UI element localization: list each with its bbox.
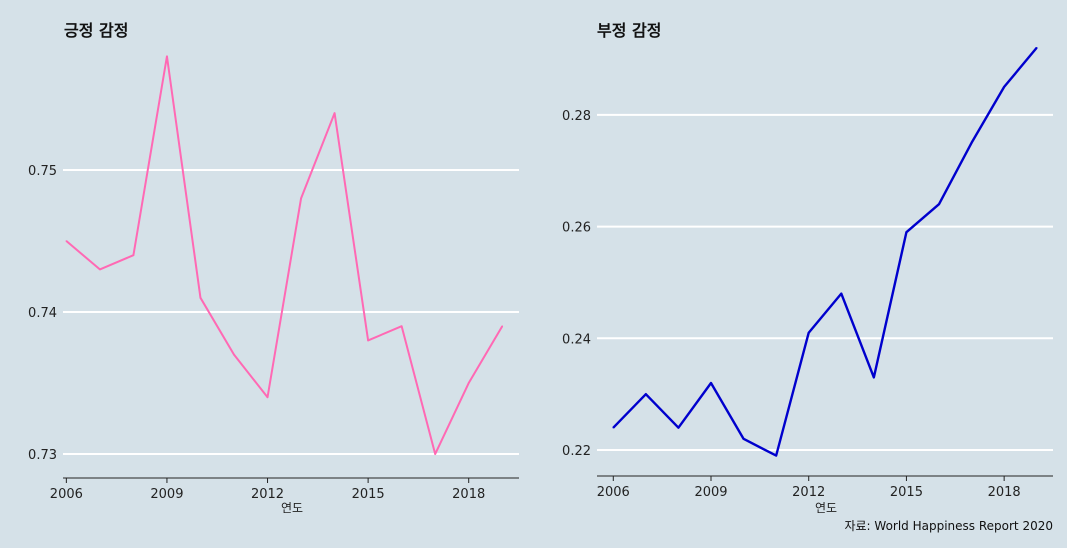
data-point: [467, 382, 470, 384]
data-point: [233, 353, 235, 356]
data-point: [166, 55, 168, 58]
data-point: [710, 382, 712, 384]
data-point: [300, 197, 302, 200]
x-tick-label: 2018: [988, 485, 1021, 500]
x-tick-label: 2006: [597, 485, 630, 500]
y-axis-ticks: 0.73 0.74 0.75: [28, 164, 57, 463]
data-point: [840, 292, 843, 295]
x-tick-label: 2012: [251, 487, 284, 502]
x-tick-label: 2009: [694, 485, 727, 500]
data-point: [1003, 86, 1005, 88]
y-tick-label: 0.24: [562, 332, 591, 347]
x-tick-label: 2012: [792, 485, 825, 500]
data-point: [938, 203, 940, 206]
negative-emotion-panel: 부정 감정 2006 2009 2012 2015 2018 0.220.240.260…: [562, 21, 1053, 515]
data-point: [775, 454, 777, 457]
source-caption: 자료: World Happiness Report 2020: [844, 519, 1053, 533]
positive-emotion-panel: 긍정 감정 2006 2009 2012 2015 2018 0.730.740.75 …: [28, 21, 519, 515]
data-point: [1035, 46, 1038, 49]
data-point: [65, 240, 68, 242]
x-tick-label: 2006: [50, 487, 83, 502]
y-gridlines: [597, 113, 1053, 452]
series-points: [612, 46, 1038, 457]
data-point: [677, 426, 680, 429]
y-tick-label: 0.26: [562, 221, 591, 236]
y-axis-ticks: 0.22 0.24 0.26 0.28: [562, 109, 591, 459]
y-tick-label: 0.74: [28, 306, 57, 321]
data-point: [367, 339, 369, 342]
data-point: [266, 396, 269, 399]
chart-title: 긍정 감정: [64, 21, 128, 40]
data-point: [970, 141, 973, 144]
data-point: [807, 331, 810, 334]
data-point: [645, 393, 647, 395]
x-tick-label: 2015: [352, 487, 385, 502]
x-axis-label: 연도: [281, 501, 303, 515]
data-point: [99, 268, 101, 271]
data-point: [333, 112, 336, 114]
series-points: [65, 55, 504, 455]
data-point: [742, 438, 745, 440]
x-tick-label: 2018: [452, 487, 485, 502]
y-tick-label: 0.75: [28, 164, 57, 179]
chart-title: 부정 감정: [597, 21, 661, 40]
data-point: [400, 325, 403, 328]
data-point: [434, 453, 436, 455]
series-line: [612, 47, 1038, 457]
y-gridlines: [63, 168, 519, 456]
y-tick-label: 0.73: [28, 448, 57, 463]
data-point: [199, 297, 202, 299]
data-point: [905, 231, 908, 233]
data-point: [501, 325, 504, 328]
x-tick-label: 2015: [890, 485, 923, 500]
data-point: [132, 254, 135, 257]
x-tick-label: 2009: [150, 487, 183, 502]
data-point: [873, 376, 875, 379]
y-tick-label: 0.22: [562, 444, 591, 459]
x-axis-label: 연도: [815, 501, 837, 515]
series-line: [65, 55, 504, 456]
x-axis-ticks: 2006 2009 2012 2015 2018: [597, 476, 1021, 500]
x-axis-ticks: 2006 2009 2012 2015 2018: [50, 478, 485, 502]
y-tick-label: 0.28: [562, 109, 591, 124]
data-point: [612, 426, 615, 429]
